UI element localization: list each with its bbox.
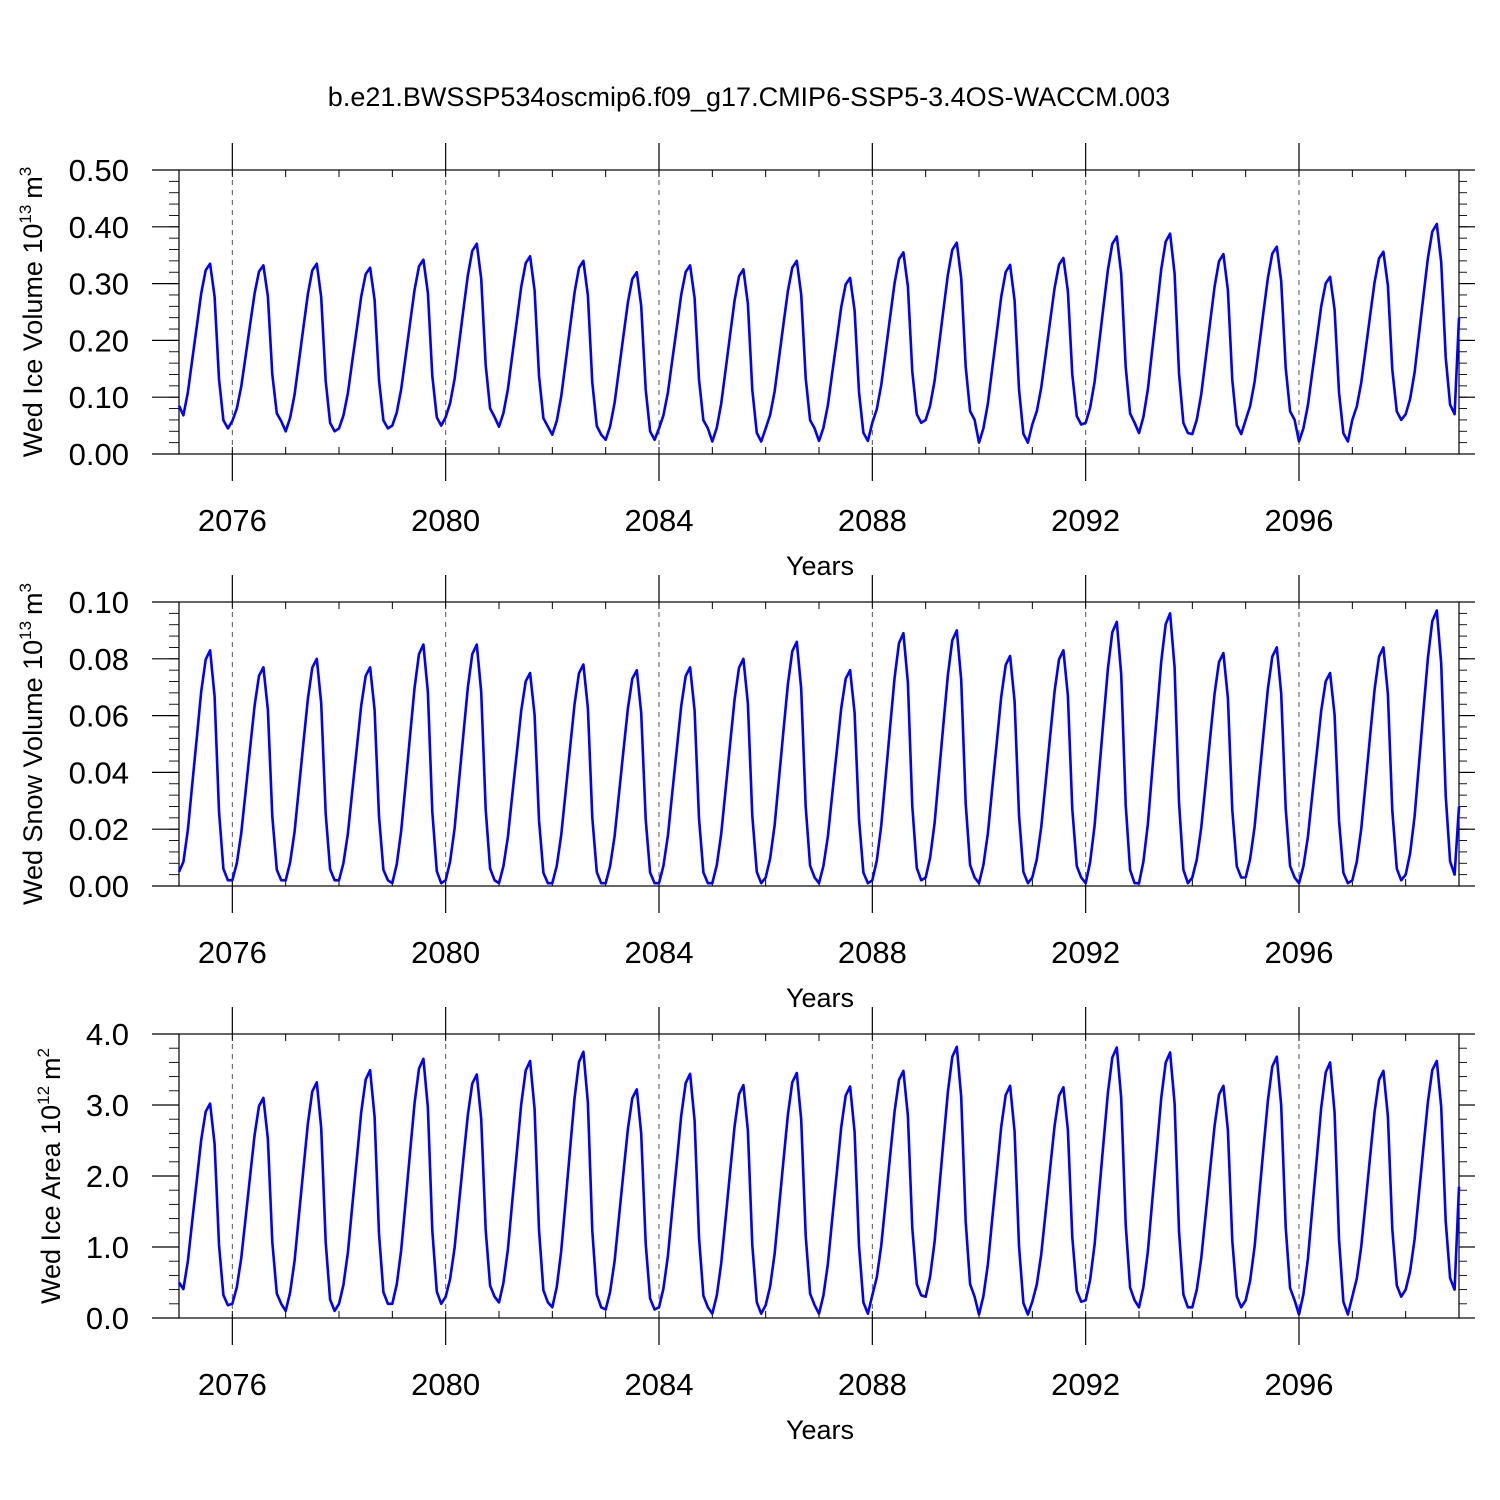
x-tick-label: 2096: [1265, 935, 1334, 970]
x-tick-label: 2092: [1051, 1367, 1120, 1402]
x-tick-label: 2076: [198, 935, 267, 970]
x-tick-label: 2084: [625, 503, 694, 538]
x-tick-label: 2080: [411, 503, 480, 538]
x-axis-label: Years: [786, 1415, 854, 1445]
y-tick-label: 3.0: [86, 1088, 129, 1123]
y-tick-label: 0.40: [69, 210, 129, 245]
panels: 2076 2080 2084 2088 2092 2096 0.00 0.10 0.20 0.30…: [16, 143, 1475, 1445]
y-tick-label: 0.02: [69, 812, 129, 847]
panel-2: 2076 2080 2084 2088 2092 2096 0.00 0.02 0.04 0.06…: [16, 575, 1475, 1013]
x-tick-label: 2080: [411, 935, 480, 970]
x-tick-label: 2092: [1051, 503, 1120, 538]
y-tick-label: 0.08: [69, 642, 129, 677]
x-tick-label: 2084: [625, 935, 694, 970]
y-tick-label: 0.10: [69, 380, 129, 415]
y-tick-label: 0.00: [69, 437, 129, 472]
x-tick-label: 2088: [838, 1367, 907, 1402]
panel-3: 2076 2080 2084 2088 2092 2096 0.0 1.0 2.0 3.0 4.0 Y…: [34, 1007, 1475, 1445]
x-tick-label: 2080: [411, 1367, 480, 1402]
y-tick-label: 0.10: [69, 585, 129, 620]
y-tick-label: 0.00: [69, 869, 129, 904]
y-tick-label: 0.20: [69, 323, 129, 358]
y-tick-label: 1.0: [86, 1230, 129, 1265]
x-tick-label: 2076: [198, 503, 267, 538]
x-tick-label: 2096: [1265, 1367, 1334, 1402]
y-axis-label: Wed Ice Volume 1013m3: [16, 167, 48, 458]
y-axis-label: Wed Ice Area 1012m2: [34, 1048, 66, 1304]
panel-1: 2076 2080 2084 2088 2092 2096 0.00 0.10 0.20 0.30…: [16, 143, 1475, 581]
y-tick-label: 2.0: [86, 1159, 129, 1194]
x-tick-label: 2088: [838, 503, 907, 538]
figure-title: b.e21.BWSSP534oscmip6.f09_g17.CMIP6-SSP5…: [328, 82, 1170, 112]
y-tick-label: 4.0: [86, 1017, 129, 1052]
y-tick-label: 0.0: [86, 1301, 129, 1336]
x-tick-label: 2088: [838, 935, 907, 970]
x-tick-label: 2096: [1265, 503, 1334, 538]
plot-frame: [178, 169, 1460, 455]
series-line: [177, 222, 1461, 444]
x-axis-label: Years: [786, 983, 854, 1013]
x-axis-label: Years: [786, 551, 854, 581]
x-tick-label: 2084: [625, 1367, 694, 1402]
y-axis-label: Wed Snow Volume 1013m3: [16, 583, 48, 905]
y-tick-label: 0.30: [69, 267, 129, 302]
x-tick-label: 2092: [1051, 935, 1120, 970]
series-line: [177, 609, 1461, 885]
y-tick-label: 0.50: [69, 153, 129, 188]
plot-frame: [178, 601, 1460, 887]
y-tick-label: 0.06: [69, 699, 129, 734]
y-tick-label: 0.04: [69, 755, 129, 790]
x-tick-label: 2076: [198, 1367, 267, 1402]
series-line: [177, 1045, 1461, 1316]
